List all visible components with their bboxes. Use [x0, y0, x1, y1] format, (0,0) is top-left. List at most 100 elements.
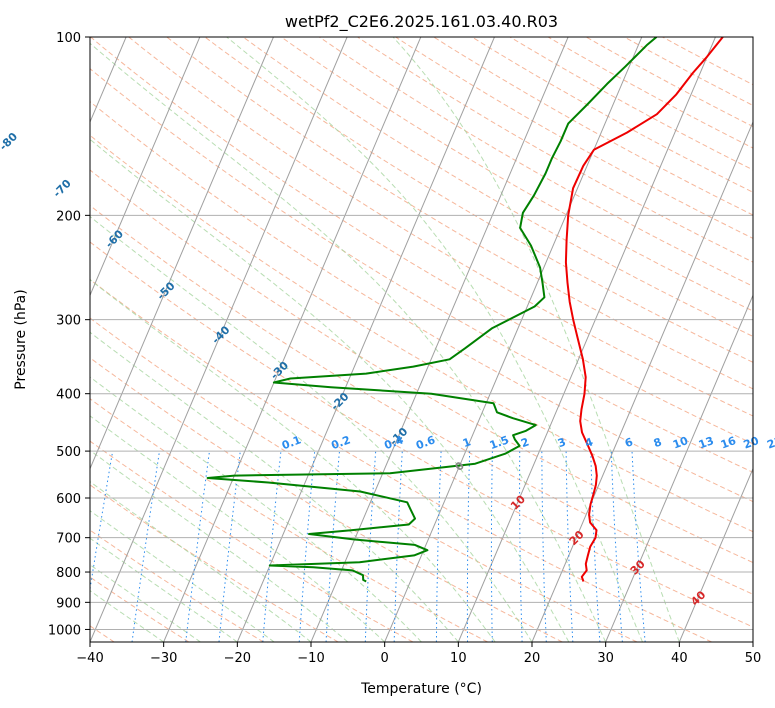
isotherm-line — [531, 120, 753, 642]
dry-adiabat-line — [509, 37, 753, 171]
x-tick-label: 30 — [597, 651, 614, 666]
mixing-ratio-label: 1 — [461, 435, 473, 450]
mixing-ratio-labels: 0.10.20.40.611.52346810131620253036 — [280, 433, 775, 452]
dry-adiabat-line — [242, 37, 753, 337]
background-lines — [90, 37, 753, 642]
mixing-ratio-label: 13 — [697, 434, 716, 451]
y-tick-label: 700 — [56, 532, 81, 547]
mixing-ratio-label: 2 — [519, 435, 531, 450]
mixing-ratio-line — [262, 451, 282, 642]
mixing-ratio-line — [610, 451, 623, 642]
dry-adiabat-line — [90, 317, 638, 642]
mixing-ratio-line — [565, 451, 574, 642]
dry-adiabat-line — [90, 398, 488, 642]
y-tick-label: 300 — [56, 314, 81, 329]
mixing-ratio-line — [393, 451, 403, 642]
isotherm-line — [163, 37, 422, 642]
y-tick-label: 900 — [56, 596, 81, 611]
isotherm-line — [310, 37, 569, 642]
mixing-ratio-line — [325, 451, 340, 642]
isotherm-line — [384, 37, 643, 642]
mixing-ratio-line — [298, 451, 316, 642]
mixing-ratio-label: 0.6 — [414, 433, 437, 452]
y-axis-title: Pressure (hPa) — [13, 289, 29, 389]
y-tick-label: 200 — [56, 209, 81, 224]
dry-adiabat-line — [90, 241, 753, 628]
mixing-ratio-line — [590, 451, 601, 642]
mixing-ratio-label: 3 — [556, 435, 568, 450]
x-axis-title: Temperature (°C) — [360, 681, 482, 697]
mixing-ratio-line — [490, 451, 493, 642]
y-tick-label: 1000 — [48, 623, 81, 638]
dry-adiabat-line — [90, 529, 264, 642]
profiles — [206, 37, 724, 583]
dry-adiabat-line — [662, 37, 753, 86]
dry-adiabat-line — [90, 278, 712, 642]
mixing-ratio-line — [218, 451, 241, 642]
y-axis: 100 200 300 400 500 600 700 800 900 1000 — [48, 31, 90, 638]
moist-adiabat-line — [90, 415, 386, 642]
isotherm-line — [236, 37, 495, 642]
x-axis: −40 −30 −20 −10 0 10 20 30 40 50 — [76, 642, 761, 666]
isotherm-label: 10 — [508, 492, 528, 512]
mixing-ratio-label: 16 — [719, 434, 738, 452]
x-tick-label: −30 — [150, 651, 177, 666]
mixing-ratio-line — [631, 451, 646, 642]
isotherm-label: 20 — [567, 528, 587, 548]
y-tick-label: 400 — [56, 388, 81, 403]
dry-adiabat-line — [90, 68, 753, 473]
moist-adiabat-line — [392, 37, 680, 642]
x-tick-label: 10 — [450, 651, 467, 666]
moist-adiabat-line — [90, 589, 164, 642]
dry-adiabat-line — [166, 37, 753, 390]
dewpoint-profile-line — [206, 37, 658, 583]
dry-adiabat-line — [90, 134, 753, 533]
dry-adiabat-line — [90, 357, 563, 642]
moist-adiabat-line — [90, 481, 312, 642]
mixing-ratio-label: 20 — [742, 434, 761, 452]
isotherm-line — [678, 467, 753, 642]
dry-adiabat-line — [90, 484, 339, 642]
mixing-ratio-label: 4 — [583, 435, 595, 450]
dry-adiabat-line — [319, 37, 753, 287]
dry-adiabat-line — [280, 37, 753, 312]
mixing-ratio-line — [519, 451, 523, 642]
pressure-gridlines — [90, 37, 753, 630]
mixing-ratio-label: 8 — [652, 435, 664, 450]
isotherm-line — [90, 37, 274, 470]
dry-adiabat-line — [585, 37, 753, 128]
mixing-ratio-label: 6 — [623, 435, 635, 450]
mixing-ratio-label: 0.2 — [329, 433, 352, 452]
moist-adiabat-line — [90, 510, 275, 642]
isotherm-label: 0 — [452, 459, 467, 474]
y-tick-label: 100 — [56, 31, 81, 46]
mixing-ratio-label: 1.5 — [488, 433, 511, 452]
moist-adiabat-line — [226, 37, 643, 642]
x-tick-label: 20 — [524, 651, 541, 666]
mixing-ratio-line — [466, 451, 471, 642]
dry-adiabat-line — [204, 37, 753, 363]
mixing-ratio-line — [185, 451, 210, 642]
moist-adiabat-line — [90, 331, 459, 642]
mixing-ratio-label: 0.1 — [280, 433, 303, 452]
isotherm-line — [90, 37, 348, 642]
moist-adiabat-line — [90, 449, 349, 642]
isotherm-label: -40 — [209, 323, 232, 346]
isotherm-line — [752, 640, 753, 642]
x-tick-label: −40 — [76, 651, 103, 666]
y-tick-label: 600 — [56, 492, 81, 507]
chart-title: wetPf2_C2E6.2025.161.03.40.R03 — [285, 12, 558, 32]
moist-adiabat-line — [90, 376, 422, 642]
moist-adiabat-line — [90, 215, 533, 642]
moist-adiabat-line — [90, 138, 570, 642]
mixing-ratio-line — [541, 451, 547, 642]
x-tick-label: 50 — [745, 651, 762, 666]
dry-adiabat-line — [90, 204, 753, 595]
mixing-ratio-line — [90, 451, 114, 593]
x-tick-label: 40 — [671, 651, 688, 666]
mixing-ratio-line — [435, 451, 442, 642]
mixing-ratio-label: 25 — [765, 434, 775, 451]
mixing-ratio-label: 10 — [671, 434, 690, 452]
